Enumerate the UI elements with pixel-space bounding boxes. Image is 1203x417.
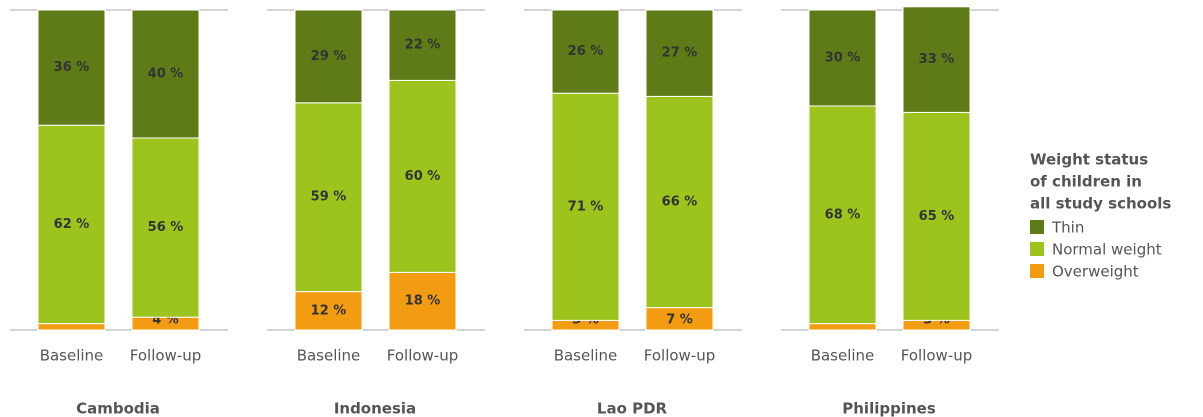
panel-title: Indonesia: [334, 400, 416, 417]
value-label: 22 %: [405, 38, 441, 53]
legend-swatch: [1030, 220, 1044, 234]
x-tick-label: Follow-up: [901, 347, 973, 365]
bar-segment: [131, 9, 200, 139]
value-label: 29 %: [311, 49, 347, 64]
value-label: 30 %: [825, 51, 861, 66]
panel-title: Lao PDR: [597, 400, 668, 417]
x-tick-label: Follow-up: [644, 347, 716, 365]
bar-segment: [294, 291, 363, 331]
value-label: 40 %: [148, 67, 184, 82]
value-label: 12 %: [311, 303, 347, 318]
legend-label: Overweight: [1052, 263, 1139, 281]
legend-label: Normal weight: [1052, 241, 1162, 259]
value-label: 56 %: [148, 220, 184, 235]
value-label: 71 %: [568, 199, 604, 214]
bar-segment: [37, 9, 106, 126]
bar-segment: [902, 6, 971, 113]
value-label: 60 %: [405, 169, 441, 184]
value-label: 33 %: [919, 52, 955, 67]
value-label: 66 %: [662, 195, 698, 210]
panel-title: Philippines: [842, 400, 936, 417]
legend-title: of children in: [1030, 173, 1142, 191]
bar-segment: [294, 9, 363, 104]
bar-segment: [808, 105, 877, 325]
value-label: 65 %: [919, 209, 955, 224]
bar-segment: [37, 124, 106, 325]
legend-swatch: [1030, 242, 1044, 256]
legend-label: Thin: [1051, 219, 1084, 237]
bar-segment: [388, 271, 457, 331]
x-tick-label: Follow-up: [130, 347, 202, 365]
value-label: 7 %: [666, 313, 693, 328]
value-label: 59 %: [311, 190, 347, 205]
value-label: 26 %: [568, 44, 604, 59]
bar-segment: [645, 9, 714, 97]
bar-segment: [294, 102, 363, 293]
value-label: 62 %: [54, 217, 90, 232]
x-tick-label: Follow-up: [387, 347, 459, 365]
x-tick-label: Baseline: [554, 347, 618, 365]
bar-segment: [388, 9, 457, 81]
bar-segment: [551, 92, 620, 321]
legend-title: all study schools: [1030, 195, 1171, 213]
legend-title: Weight status: [1030, 151, 1148, 169]
bar-segment: [551, 9, 620, 94]
x-tick-label: Baseline: [40, 347, 104, 365]
bar-segment: [645, 95, 714, 309]
x-tick-label: Baseline: [811, 347, 875, 365]
value-label: 68 %: [825, 207, 861, 222]
value-label: 36 %: [54, 60, 90, 75]
value-label: 27 %: [662, 46, 698, 61]
bar-segment: [131, 137, 200, 318]
value-label: 18 %: [405, 294, 441, 309]
legend-swatch: [1030, 264, 1044, 278]
x-tick-label: Baseline: [297, 347, 361, 365]
panel-title: Cambodia: [76, 400, 160, 417]
bar-segment: [902, 111, 971, 321]
bar-segment: [808, 9, 877, 107]
